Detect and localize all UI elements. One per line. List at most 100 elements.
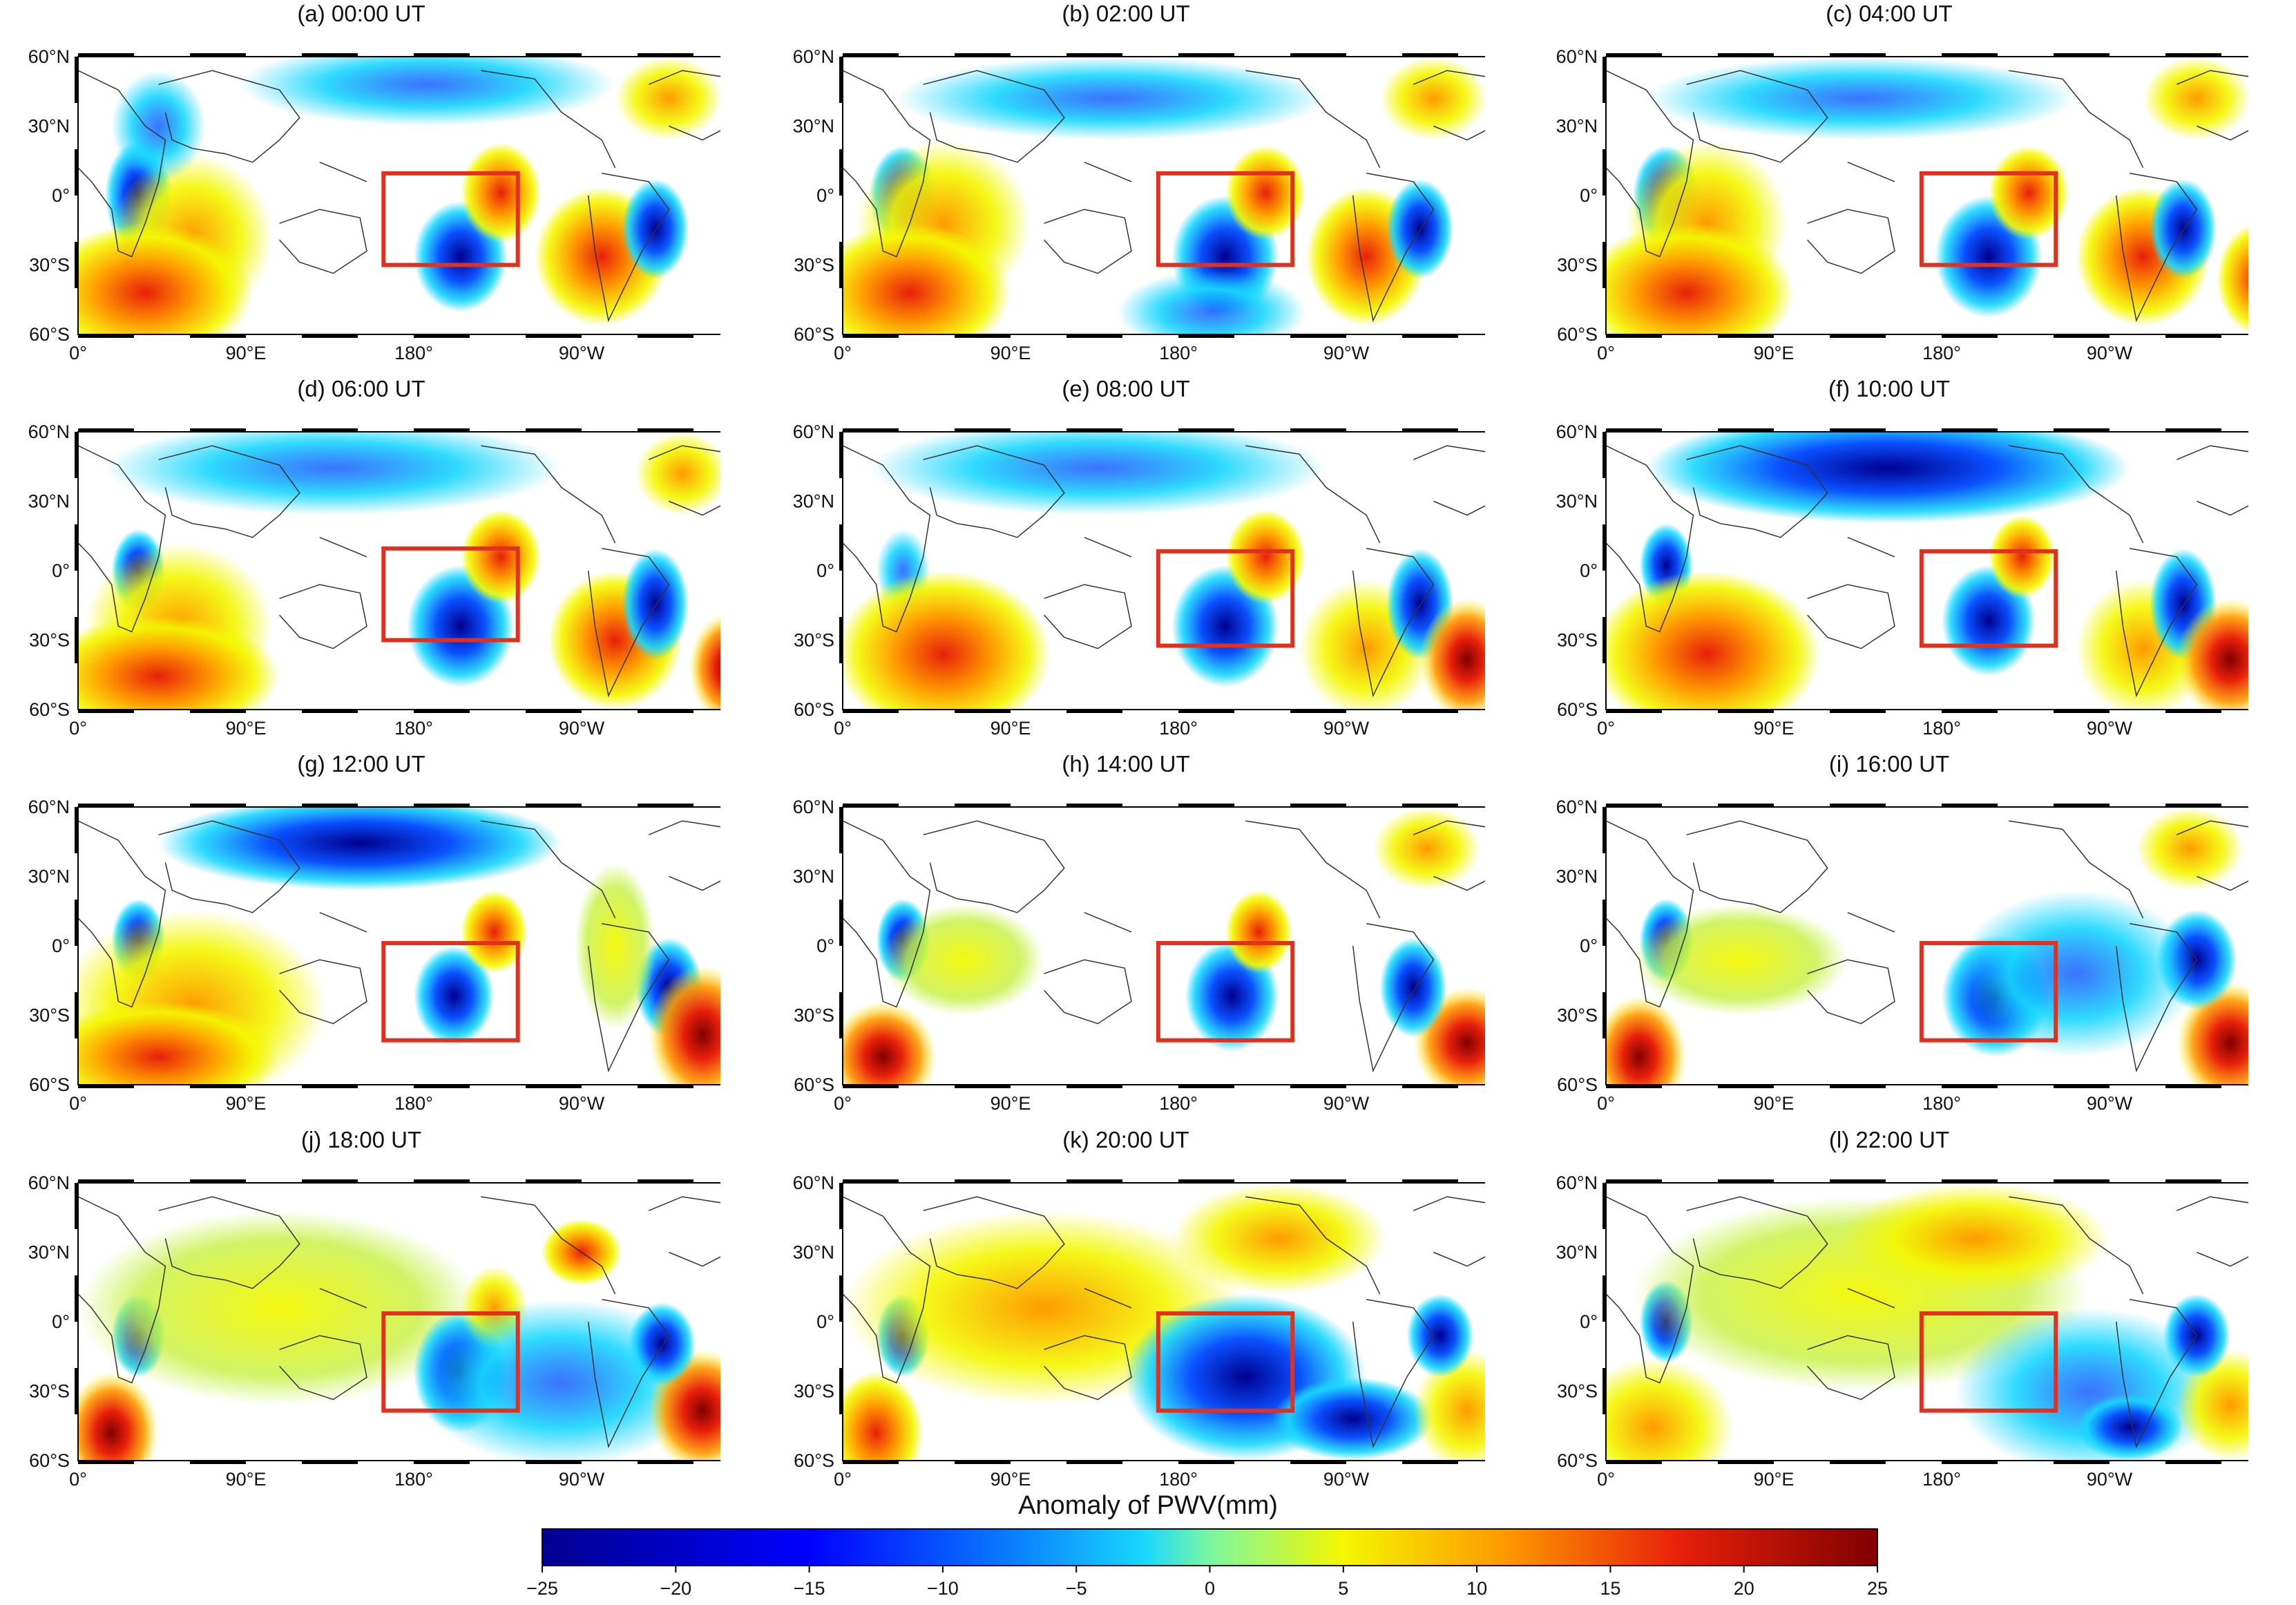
lat-tick-label: 30°N — [1556, 1242, 1598, 1263]
lon-tick-label: 180° — [1922, 1093, 1961, 1114]
lat-tick-label: 30°N — [793, 491, 834, 512]
anomaly-blob — [1372, 807, 1481, 891]
lon-tick-label: 0° — [69, 1469, 87, 1490]
lat-tick-label: 0° — [1580, 560, 1598, 581]
anomaly-blob — [2136, 807, 2244, 891]
highlight-box — [1156, 940, 1295, 1043]
anomaly-blob — [622, 548, 689, 660]
lat-tick-label: 30°S — [794, 630, 834, 651]
panel-title: (a) 00:00 UT — [297, 1, 425, 26]
lat-tick-label: 60°S — [794, 1450, 834, 1471]
lat-tick-label: 30°S — [794, 1381, 834, 1402]
colorbar-tick-label: −15 — [794, 1578, 825, 1599]
lat-tick-label: 30°S — [29, 1381, 70, 1402]
lat-tick-label: 60°N — [1556, 46, 1598, 67]
colorbar-tick-label: −20 — [660, 1578, 691, 1599]
coastlines — [78, 1196, 720, 1449]
coastlines — [1606, 820, 2248, 1073]
map-panel: (k) 20:00 UT 60°N 30°N 0° 30°S 60°S 0° 90°E 180°… — [767, 1126, 1485, 1503]
anomaly-blob — [78, 615, 280, 710]
lat-tick-label: 30°N — [1556, 866, 1598, 887]
lon-tick-label: 90°E — [991, 1093, 1031, 1114]
colorbar-tick-label: 5 — [1338, 1578, 1348, 1599]
anomaly-blob — [2076, 1394, 2183, 1461]
lat-tick-label: 30°S — [1557, 630, 1598, 651]
lat-tick-label: 30°S — [1557, 1005, 1598, 1026]
lat-tick-label: 60°N — [28, 46, 70, 67]
lon-tick-label: 90°E — [991, 718, 1031, 739]
lon-tick-label: 0° — [834, 1469, 852, 1490]
lat-tick-label: 60°N — [28, 797, 70, 817]
lon-tick-label: 90°W — [559, 718, 605, 739]
lat-tick-label: 60°S — [1557, 1450, 1598, 1471]
panel-title: (b) 02:00 UT — [1062, 1, 1190, 26]
coastlines — [78, 70, 720, 323]
colorbar-tick-label: 15 — [1600, 1578, 1620, 1599]
colorbar-tick-label: −5 — [1066, 1578, 1087, 1599]
lon-tick-label: 90°W — [2087, 1093, 2133, 1114]
coastlines — [843, 1196, 1485, 1449]
anomaly-blob — [414, 946, 495, 1046]
anomaly-blob — [461, 890, 528, 974]
lat-tick-label: 0° — [1580, 1311, 1598, 1332]
anomaly-blob — [1606, 1358, 1734, 1461]
anomaly-blob — [461, 142, 542, 243]
lon-tick-label: 180° — [1922, 718, 1961, 739]
lat-tick-label: 60°S — [1557, 324, 1598, 345]
lon-tick-label: 90°E — [1754, 343, 1795, 363]
map-panel: (g) 12:00 UT 60°N 30°N 0° 30°S 60°S 0° 90°E 180°… — [2, 750, 720, 1127]
lat-tick-label: 30°S — [29, 630, 70, 651]
lat-tick-label: 30°N — [793, 1242, 834, 1263]
coastlines — [1606, 1196, 2248, 1449]
lon-tick-label: 90°W — [1323, 1469, 1370, 1490]
anomaly-blob — [2150, 178, 2217, 279]
anomaly-blob — [1379, 57, 1485, 140]
lat-tick-label: 30°S — [29, 255, 70, 276]
highlight-box — [381, 1311, 520, 1413]
map-panel: (i) 16:00 UT 60°N 30°N 0° 30°S 60°S 0° 90°E 180°… — [1530, 750, 2248, 1127]
lat-tick-label: 60°S — [29, 324, 70, 345]
lon-tick-label: 180° — [1159, 343, 1198, 363]
lat-tick-label: 60°S — [794, 699, 834, 720]
anomaly-blob — [104, 432, 562, 515]
lon-tick-label: 90°W — [2087, 1469, 2133, 1490]
lon-tick-label: 180° — [1159, 1469, 1198, 1490]
colorbar-tick-label: −25 — [526, 1578, 558, 1599]
anomaly-blob — [843, 223, 1011, 334]
lon-tick-label: 0° — [834, 1093, 852, 1114]
lon-tick-label: 180° — [1159, 1093, 1198, 1114]
lon-tick-label: 0° — [1597, 1093, 1615, 1114]
lat-tick-label: 0° — [52, 936, 70, 956]
lat-tick-label: 0° — [1580, 936, 1598, 956]
anomaly-blob — [1646, 432, 2130, 524]
anomaly-blob — [869, 432, 1326, 515]
lat-tick-label: 0° — [52, 560, 70, 581]
anomaly-blob — [1386, 178, 1454, 279]
lon-tick-label: 180° — [394, 718, 433, 739]
anomaly-blob — [883, 904, 1044, 1016]
lat-tick-label: 0° — [816, 1311, 834, 1332]
lat-tick-label: 0° — [816, 185, 834, 206]
map-panel: (j) 18:00 UT 60°N 30°N 0° 30°S 60°S 0° 90°E 180°… — [2, 1126, 720, 1503]
anomaly-blob — [1379, 937, 1447, 1038]
lat-tick-label: 60°S — [29, 1450, 70, 1471]
highlight-box — [1919, 549, 2058, 648]
lat-tick-label: 30°S — [1557, 1381, 1598, 1402]
anomaly-blob — [843, 1001, 937, 1085]
anomaly-blob — [1955, 890, 2197, 1057]
lon-tick-label: 0° — [834, 343, 852, 363]
anomaly-blob — [158, 807, 562, 891]
highlight-box — [1156, 549, 1295, 648]
lat-tick-label: 60°N — [1556, 797, 1598, 817]
lon-tick-label: 180° — [1922, 343, 1961, 363]
lon-tick-label: 0° — [69, 718, 87, 739]
anomaly-blob — [1413, 1349, 1485, 1461]
lat-tick-label: 60°S — [794, 1074, 834, 1095]
lon-tick-label: 90°E — [1754, 718, 1795, 739]
lat-tick-label: 0° — [816, 560, 834, 581]
